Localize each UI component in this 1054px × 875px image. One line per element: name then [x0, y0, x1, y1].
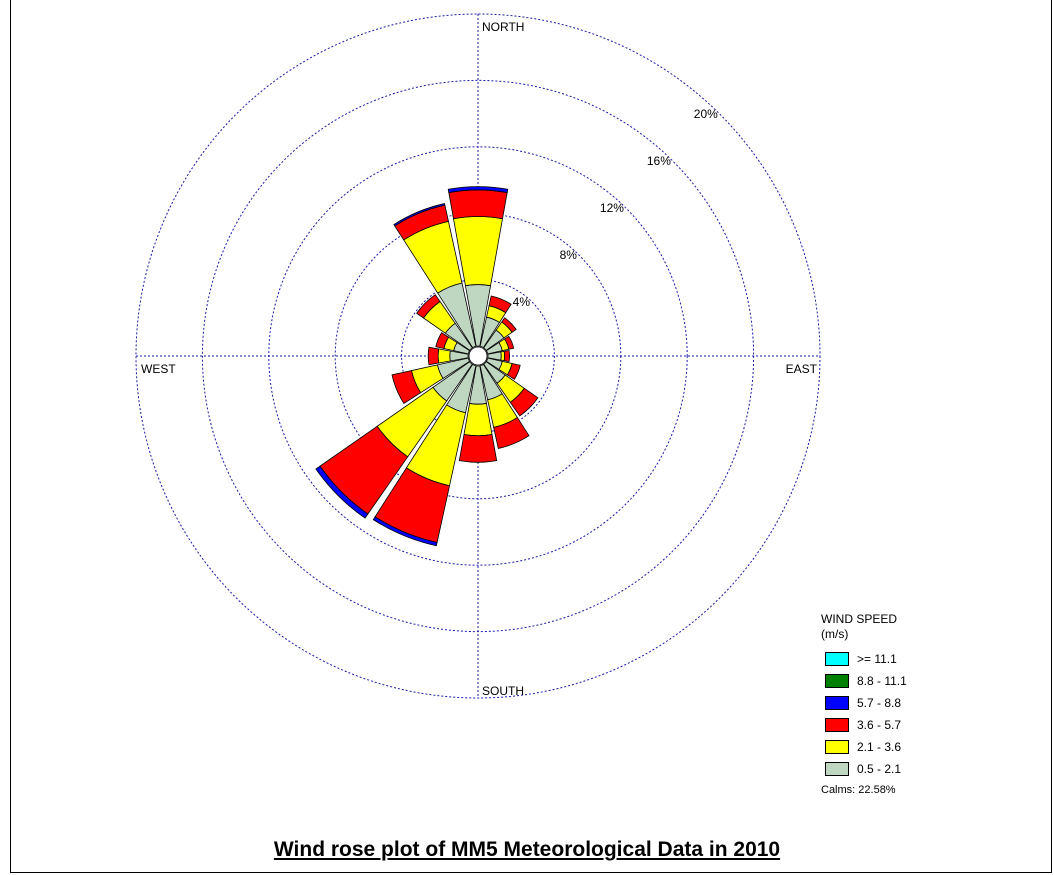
ring-label-20: 20% [694, 107, 718, 121]
legend-title: WIND SPEED [821, 612, 898, 626]
legend-swatch [825, 740, 849, 754]
petal-nne-class-3 [488, 295, 512, 314]
petal-n-class-2 [453, 216, 503, 287]
legend-label: >= 11.1 [857, 652, 897, 666]
figure-frame [10, 0, 1052, 873]
petal-wsw-class-3 [391, 370, 422, 405]
wind-rose-chart: 4% 8% 12% 16% 20% NORTH SOUTH WEST EAST [135, 13, 821, 699]
legend-label: 3.6 - 5.7 [857, 718, 902, 732]
petal-w-class-3 [427, 346, 440, 366]
legend-item: 2.1 - 3.6 [821, 736, 1021, 758]
petal-ne-class-3 [501, 317, 517, 333]
direction-label-east: EAST [786, 362, 818, 376]
petal-n-class-3 [448, 189, 508, 220]
petal-n-class-4 [447, 186, 509, 194]
petal-ene-class-3 [504, 335, 515, 350]
petal-nw-class-3 [416, 294, 441, 319]
petal-ssw-class-4 [372, 516, 438, 547]
legend-label: 2.1 - 3.6 [857, 740, 902, 754]
petal-s-class-2 [463, 402, 493, 437]
legend-swatch [825, 696, 849, 710]
direction-label-north: NORTH [482, 20, 524, 34]
petal-se-class-3 [509, 387, 539, 417]
legend-swatch [825, 652, 849, 666]
legend-rows: >= 11.1 8.8 - 11.1 5.7 - 8.8 3.6 - 5.7 2.1 -… [821, 648, 1021, 780]
legend-item: 0.5 - 2.1 [821, 758, 1021, 780]
legend-swatch [825, 674, 849, 688]
legend-item: 3.6 - 5.7 [821, 714, 1021, 736]
ring-label-12: 12% [600, 201, 624, 215]
petal-sw-class-4 [315, 465, 369, 519]
calms-label: Calms: 22.58% [821, 784, 896, 796]
ring-label-8: 8% [560, 248, 578, 262]
legend: WIND SPEED (m/s) >= 11.1 8.8 - 11.1 5.7 - … [821, 612, 1021, 796]
polar-labels: 4% 8% 12% 16% 20% NORTH SOUTH WEST EAST [141, 20, 818, 698]
petal-s-class-3 [458, 434, 498, 463]
petal-e-class-3 [503, 349, 510, 363]
petal-nnw-class-4 [393, 203, 446, 227]
figure-caption: Wind rose plot of MM5 Meteorological Dat… [273, 838, 781, 861]
legend-item: 8.8 - 11.1 [821, 670, 1021, 692]
grid-ring-4 [401, 279, 555, 433]
legend-label: 0.5 - 2.1 [857, 762, 902, 776]
wind-rose-petals [315, 186, 539, 547]
direction-label-west: WEST [141, 362, 176, 376]
direction-label-south: SOUTH [482, 684, 524, 698]
petal-w-class-2 [437, 348, 451, 364]
ring-label-4: 4% [513, 295, 531, 309]
ring-label-16: 16% [647, 154, 671, 168]
petal-wnw-class-3 [435, 332, 450, 349]
petal-sse-class-3 [493, 416, 530, 449]
legend-item: 5.7 - 8.8 [821, 692, 1021, 714]
legend-swatch [825, 762, 849, 776]
legend-swatch [825, 718, 849, 732]
petal-ese-class-3 [506, 363, 521, 380]
calm-center [468, 346, 488, 366]
legend-label: 8.8 - 11.1 [857, 674, 907, 688]
legend-item: >= 11.1 [821, 648, 1021, 670]
legend-unit: (m/s) [821, 627, 849, 641]
legend-label: 5.7 - 8.8 [857, 696, 902, 710]
